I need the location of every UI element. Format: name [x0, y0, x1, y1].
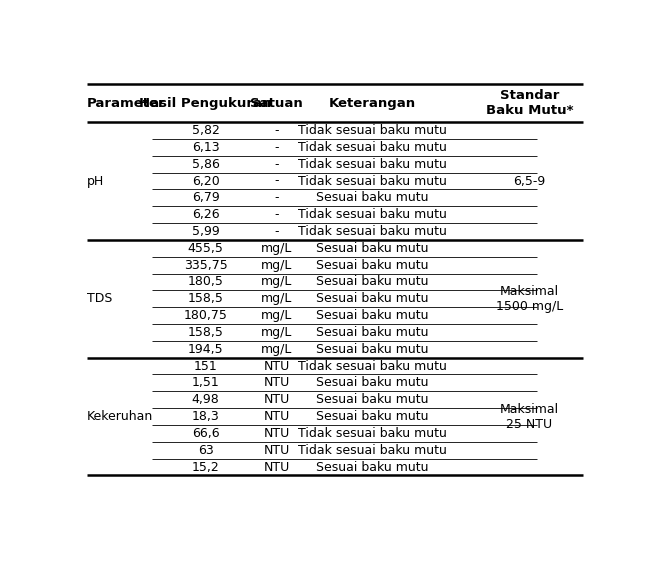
Text: Maksimal
1500 mg/L: Maksimal 1500 mg/L — [496, 285, 563, 313]
Text: Tidak sesuai baku mutu: Tidak sesuai baku mutu — [298, 124, 447, 137]
Text: NTU: NTU — [263, 377, 289, 389]
Text: 180,75: 180,75 — [183, 309, 227, 322]
Text: Keterangan: Keterangan — [329, 97, 416, 110]
Text: Sesuai baku mutu: Sesuai baku mutu — [316, 309, 429, 322]
Text: 6,26: 6,26 — [192, 208, 219, 221]
Text: Sesuai baku mutu: Sesuai baku mutu — [316, 393, 429, 406]
Text: 1,51: 1,51 — [192, 377, 219, 389]
Text: mg/L: mg/L — [261, 326, 292, 339]
Text: 158,5: 158,5 — [187, 292, 223, 305]
Text: Tidak sesuai baku mutu: Tidak sesuai baku mutu — [298, 427, 447, 440]
Text: Tidak sesuai baku mutu: Tidak sesuai baku mutu — [298, 225, 447, 238]
Text: Sesuai baku mutu: Sesuai baku mutu — [316, 292, 429, 305]
Text: mg/L: mg/L — [261, 259, 292, 271]
Text: Hasil Pengukuran: Hasil Pengukuran — [140, 97, 272, 110]
Text: Sesuai baku mutu: Sesuai baku mutu — [316, 242, 429, 255]
Text: pH: pH — [87, 175, 104, 187]
Text: Tidak sesuai baku mutu: Tidak sesuai baku mutu — [298, 208, 447, 221]
Text: 18,3: 18,3 — [192, 410, 219, 423]
Text: 180,5: 180,5 — [187, 275, 223, 289]
Text: NTU: NTU — [263, 359, 289, 373]
Text: -: - — [274, 158, 279, 171]
Text: NTU: NTU — [263, 461, 289, 474]
Text: Tidak sesuai baku mutu: Tidak sesuai baku mutu — [298, 444, 447, 457]
Text: 151: 151 — [194, 359, 217, 373]
Text: 158,5: 158,5 — [187, 326, 223, 339]
Text: -: - — [274, 124, 279, 137]
Text: Sesuai baku mutu: Sesuai baku mutu — [316, 326, 429, 339]
Text: Tidak sesuai baku mutu: Tidak sesuai baku mutu — [298, 175, 447, 187]
Text: 4,98: 4,98 — [192, 393, 219, 406]
Text: Kekeruhan: Kekeruhan — [87, 410, 153, 423]
Text: 6,5-9: 6,5-9 — [513, 175, 546, 187]
Text: 5,82: 5,82 — [192, 124, 219, 137]
Text: TDS: TDS — [87, 292, 112, 305]
Text: NTU: NTU — [263, 410, 289, 423]
Text: 335,75: 335,75 — [183, 259, 227, 271]
Text: Standar
Baku Mutu*: Standar Baku Mutu* — [486, 89, 573, 117]
Text: 455,5: 455,5 — [187, 242, 223, 255]
Text: Tidak sesuai baku mutu: Tidak sesuai baku mutu — [298, 359, 447, 373]
Text: Sesuai baku mutu: Sesuai baku mutu — [316, 259, 429, 271]
Text: 15,2: 15,2 — [192, 461, 219, 474]
Text: NTU: NTU — [263, 427, 289, 440]
Text: 5,86: 5,86 — [192, 158, 219, 171]
Text: 66,6: 66,6 — [192, 427, 219, 440]
Text: 6,20: 6,20 — [192, 175, 219, 187]
Text: Sesuai baku mutu: Sesuai baku mutu — [316, 275, 429, 289]
Text: 63: 63 — [198, 444, 214, 457]
Text: Maksimal
25 NTU: Maksimal 25 NTU — [500, 402, 559, 431]
Text: mg/L: mg/L — [261, 275, 292, 289]
Text: -: - — [274, 175, 279, 187]
Text: 6,13: 6,13 — [192, 141, 219, 154]
Text: Parameter: Parameter — [87, 97, 165, 110]
Text: Sesuai baku mutu: Sesuai baku mutu — [316, 377, 429, 389]
Text: 5,99: 5,99 — [192, 225, 219, 238]
Text: -: - — [274, 225, 279, 238]
Text: Satuan: Satuan — [250, 97, 303, 110]
Text: mg/L: mg/L — [261, 292, 292, 305]
Text: Sesuai baku mutu: Sesuai baku mutu — [316, 343, 429, 356]
Text: Tidak sesuai baku mutu: Tidak sesuai baku mutu — [298, 141, 447, 154]
Text: 194,5: 194,5 — [188, 343, 223, 356]
Text: mg/L: mg/L — [261, 343, 292, 356]
Text: Sesuai baku mutu: Sesuai baku mutu — [316, 191, 429, 204]
Text: 6,79: 6,79 — [192, 191, 219, 204]
Text: NTU: NTU — [263, 393, 289, 406]
Text: -: - — [274, 141, 279, 154]
Text: mg/L: mg/L — [261, 242, 292, 255]
Text: Sesuai baku mutu: Sesuai baku mutu — [316, 461, 429, 474]
Text: Tidak sesuai baku mutu: Tidak sesuai baku mutu — [298, 158, 447, 171]
Text: NTU: NTU — [263, 444, 289, 457]
Text: -: - — [274, 191, 279, 204]
Text: -: - — [274, 208, 279, 221]
Text: mg/L: mg/L — [261, 309, 292, 322]
Text: Sesuai baku mutu: Sesuai baku mutu — [316, 410, 429, 423]
